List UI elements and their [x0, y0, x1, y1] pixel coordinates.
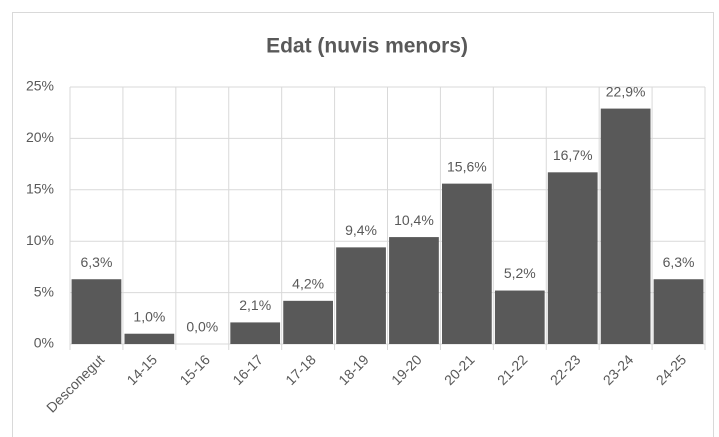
data-label: 2,1%: [239, 297, 271, 313]
bar: [442, 183, 492, 344]
y-tick-label: 20%: [26, 129, 54, 145]
y-tick-label: 0%: [34, 335, 54, 351]
bar: [230, 322, 281, 344]
data-label: 9,4%: [345, 222, 377, 238]
bar: [547, 172, 598, 344]
data-label: 5,2%: [504, 265, 536, 281]
data-label: 0,0%: [186, 319, 218, 335]
bar: [71, 279, 122, 344]
data-label: 4,2%: [292, 276, 324, 292]
bar: [283, 300, 333, 344]
bar: [494, 290, 545, 344]
data-label: 6,3%: [663, 254, 695, 270]
bar: [389, 237, 439, 344]
y-tick-label: 15%: [26, 181, 54, 197]
bar: [653, 279, 704, 344]
data-label: 16,7%: [553, 147, 593, 163]
data-label: 22,9%: [606, 83, 646, 99]
data-label: 6,3%: [80, 254, 112, 270]
chart-title: Edat (nuvis menors): [266, 35, 468, 58]
y-tick-label: 5%: [34, 283, 54, 299]
data-label: 15,6%: [447, 158, 487, 174]
y-tick-label: 25%: [26, 78, 54, 94]
y-tick-label: 10%: [26, 232, 54, 248]
bar: [600, 108, 651, 344]
bar: [336, 247, 386, 344]
data-label: 1,0%: [133, 308, 165, 324]
bar: [124, 333, 175, 344]
data-label: 10,4%: [394, 212, 434, 228]
